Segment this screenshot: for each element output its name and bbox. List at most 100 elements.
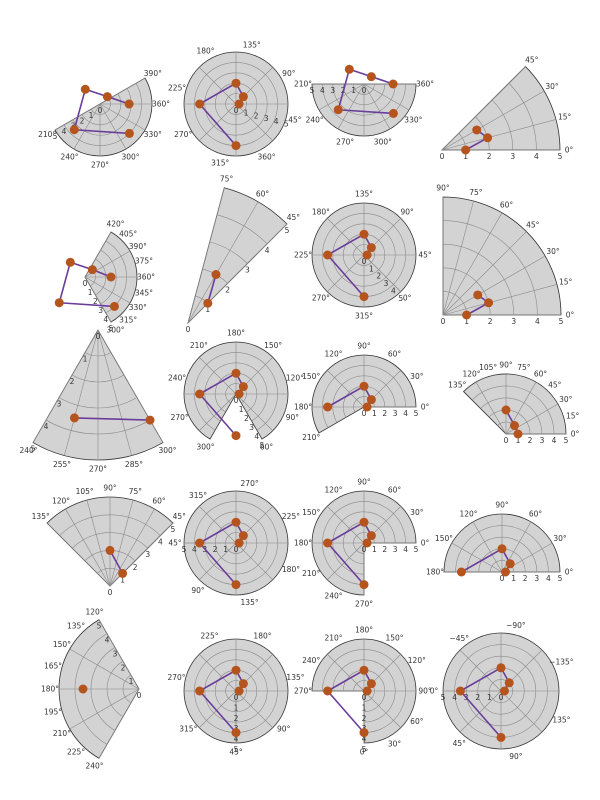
theta-tick-label: 300° xyxy=(374,138,392,147)
theta-tick-label: 90° xyxy=(286,413,300,422)
radial-tick-label: 2 xyxy=(382,409,387,418)
angular-grid-line xyxy=(363,83,410,111)
angular-grid-line xyxy=(46,522,111,587)
radial-tick-label: 1 xyxy=(487,693,492,702)
theta-tick-label: 0° xyxy=(566,311,575,320)
radial-tick-label: 3 xyxy=(540,436,545,445)
radial-tick-label: 5 xyxy=(414,545,419,554)
angular-grid-line xyxy=(86,499,111,587)
data-point-marker xyxy=(497,544,507,554)
theta-tick-label: 405° xyxy=(119,229,137,238)
theta-tick-label: 30° xyxy=(553,534,567,543)
theta-tick-label: 90° xyxy=(357,342,371,351)
radial-tick-label: 1 xyxy=(234,703,239,712)
angular-grid-line xyxy=(235,690,273,728)
radial-tick-label: 1 xyxy=(120,575,125,584)
theta-tick-label: 360° xyxy=(152,100,170,109)
theta-tick-label: 120° xyxy=(462,370,480,379)
data-point-marker xyxy=(456,567,466,577)
theta-tick-label: 270° xyxy=(171,413,189,422)
theta-tick-label: 300° xyxy=(121,152,139,161)
radial-tick-label: 4 xyxy=(234,735,239,744)
angular-grid-line xyxy=(441,119,557,151)
theta-tick-label: 315° xyxy=(211,158,229,167)
angular-grid-line xyxy=(187,223,288,324)
radial-tick-label: 3 xyxy=(510,152,515,161)
theta-tick-label: −45° xyxy=(449,634,469,643)
radial-tick-label: 2 xyxy=(121,663,126,672)
data-point-marker xyxy=(509,421,519,431)
theta-tick-label: 240° xyxy=(302,656,320,665)
radial-tick-label: 1 xyxy=(464,317,469,326)
angular-grid-line xyxy=(475,381,507,435)
radial-tick-label: 5 xyxy=(53,132,58,141)
theta-tick-label: 330° xyxy=(144,130,162,139)
theta-tick-label: 60° xyxy=(410,717,424,726)
angular-grid-line xyxy=(199,542,237,580)
radial-tick-label: 1 xyxy=(223,545,228,554)
theta-tick-label: 75° xyxy=(220,175,234,184)
radial-tick-label: 5 xyxy=(109,324,114,333)
theta-tick-label: 105° xyxy=(76,487,94,496)
data-point-marker xyxy=(87,265,97,275)
theta-tick-label: 0° xyxy=(360,748,369,757)
theta-tick-label: 285° xyxy=(125,460,143,469)
theta-tick-label: 90° xyxy=(400,207,414,216)
theta-tick-label: 270° xyxy=(167,673,185,682)
theta-tick-label: 45° xyxy=(288,115,302,124)
angular-grid-line xyxy=(459,690,502,733)
angular-grid-line xyxy=(363,83,391,130)
data-point-marker xyxy=(54,298,64,308)
theta-tick-label: 300° xyxy=(106,325,124,334)
theta-tick-label: 390° xyxy=(129,242,147,251)
data-point-marker xyxy=(238,531,248,541)
polar-panel: 45° 90° 135° 180° 225° 270° 315° 360° 0 1 2 3 4 5 xyxy=(168,41,302,168)
theta-tick-label: 0° xyxy=(430,687,439,696)
theta-tick-label: −90° xyxy=(506,621,526,630)
data-point-marker xyxy=(366,243,376,253)
angular-grid-line xyxy=(327,542,365,580)
data-point-marker xyxy=(231,78,241,88)
radial-tick-label: 2 xyxy=(80,116,85,125)
angular-grid-line xyxy=(199,103,237,141)
angular-grid-line xyxy=(98,619,140,690)
radial-tick-label: 5 xyxy=(441,693,446,702)
theta-tick-label: 360° xyxy=(416,80,434,89)
data-point-marker xyxy=(109,301,119,311)
data-point-marker xyxy=(359,292,369,302)
theta-tick-label: 240° xyxy=(60,152,78,161)
theta-tick-label: 150° xyxy=(302,508,320,517)
data-point-marker xyxy=(234,686,244,696)
theta-tick-label: 15° xyxy=(558,113,572,122)
data-point-marker xyxy=(484,298,494,308)
data-point-marker xyxy=(513,429,523,439)
angular-grid-line xyxy=(199,393,237,431)
radial-tick-label: 4 xyxy=(103,315,108,324)
angular-grid-line xyxy=(442,284,558,316)
data-point-marker xyxy=(234,99,244,109)
theta-tick-label: 180° xyxy=(355,626,373,635)
data-point-marker xyxy=(500,567,510,577)
angular-grid-line xyxy=(199,67,237,105)
theta-tick-label: 45° xyxy=(418,251,432,260)
radial-tick-label: 2 xyxy=(234,714,239,723)
data-point-marker xyxy=(504,678,514,688)
radial-tick-label: 1 xyxy=(511,574,516,583)
radial-tick-label: 1 xyxy=(362,703,367,712)
data-point-marker xyxy=(231,517,241,527)
theta-tick-label: 180° xyxy=(227,329,245,338)
theta-tick-label: −135° xyxy=(549,657,574,666)
data-point-marker xyxy=(359,381,369,391)
angular-grid-line xyxy=(363,690,401,728)
data-point-marker xyxy=(323,538,333,548)
radial-tick-label: 1 xyxy=(129,677,134,686)
radial-tick-label: 3 xyxy=(264,114,269,123)
theta-tick-label: 120° xyxy=(324,350,342,359)
theta-tick-label: 150° xyxy=(264,341,282,350)
radial-tick-label: 3 xyxy=(511,317,516,326)
theta-tick-label: 150° xyxy=(385,634,403,643)
radial-tick-label: 1 xyxy=(83,355,88,364)
theta-tick-label: 390° xyxy=(144,69,162,78)
